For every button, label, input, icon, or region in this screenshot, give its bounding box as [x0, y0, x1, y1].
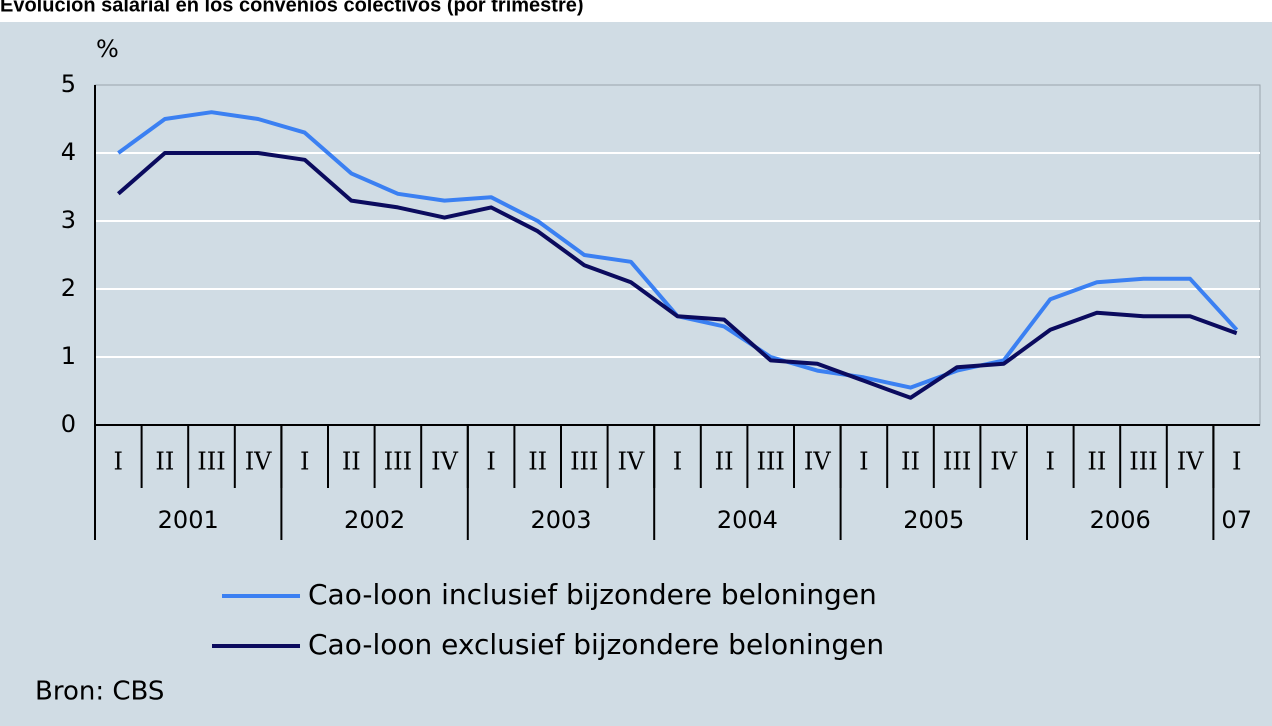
x-group-label: 2004 — [717, 506, 778, 534]
x-tick-label: IV — [1177, 448, 1204, 476]
x-tick-label: I — [486, 448, 495, 476]
x-tick-label: II — [155, 448, 174, 476]
y-tick-label: 2 — [61, 274, 76, 302]
x-tick-label: I — [1232, 448, 1241, 476]
x-tick-label: I — [859, 448, 868, 476]
y-tick-label: 0 — [61, 410, 76, 438]
x-tick-label: IV — [245, 448, 272, 476]
x-group-label: 2002 — [344, 506, 405, 534]
x-tick-label: III — [570, 448, 598, 476]
x-group-label: 2001 — [158, 506, 219, 534]
x-group-label: 2003 — [530, 506, 591, 534]
x-tick-label: III — [943, 448, 971, 476]
x-tick-label: I — [1046, 448, 1055, 476]
x-tick-label: II — [1087, 448, 1106, 476]
x-group-label: 2005 — [903, 506, 964, 534]
y-tick-label: 1 — [61, 342, 76, 370]
y-tick-label: 3 — [61, 206, 76, 234]
source: Bron: CBS — [35, 677, 164, 707]
y-tick-label: 4 — [61, 138, 76, 166]
y-tick-label: 5 — [61, 70, 76, 98]
x-tick-label: IV — [617, 448, 644, 476]
x-tick-label: II — [901, 448, 920, 476]
x-tick-label: II — [528, 448, 547, 476]
x-tick-label: IV — [804, 448, 831, 476]
x-tick-label: I — [114, 448, 123, 476]
x-tick-label: I — [673, 448, 682, 476]
x-tick-label: III — [384, 448, 412, 476]
x-tick-label: IV — [431, 448, 458, 476]
legend-label: Cao-loon exclusief bijzondere beloningen — [308, 628, 884, 661]
y-axis-label: % — [96, 35, 119, 63]
x-tick-label: III — [1129, 448, 1157, 476]
x-tick-label: II — [715, 448, 734, 476]
x-tick-label: III — [756, 448, 784, 476]
x-tick-label: II — [342, 448, 361, 476]
chart-title: Evolución salarial en los convenios cole… — [0, 0, 584, 16]
series-line — [116, 151, 1238, 400]
legend-label: Cao-loon inclusief bijzondere beloningen — [308, 578, 877, 611]
x-tick-label: IV — [990, 448, 1017, 476]
x-tick-label: I — [300, 448, 309, 476]
x-group-label: 2006 — [1090, 506, 1151, 534]
x-tick-label: III — [197, 448, 225, 476]
plot-area — [94, 84, 1261, 426]
x-group-label: 07 — [1221, 506, 1252, 534]
